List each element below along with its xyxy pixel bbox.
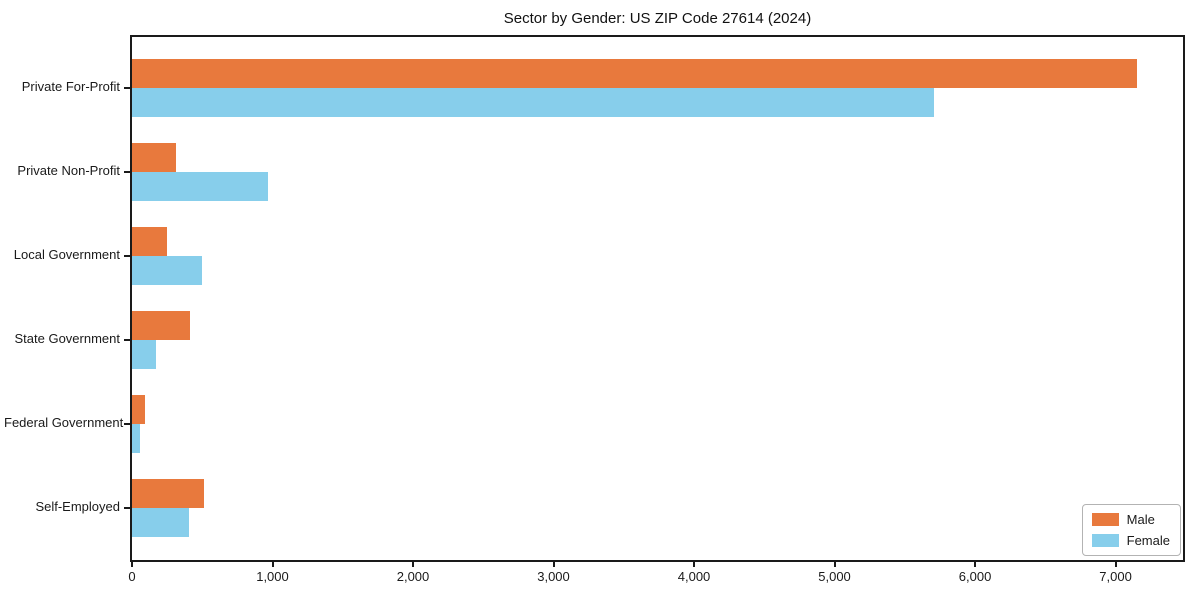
x-tick-label-0: 0 <box>128 569 136 584</box>
legend-entry-female: Female <box>1091 533 1170 548</box>
bar-female-local-government <box>132 255 203 285</box>
legend-swatch-male <box>1091 513 1119 526</box>
y-tick-local-government <box>124 254 130 257</box>
bar-male-self-employed <box>132 478 204 508</box>
x-tick-label-2000: 2,000 <box>396 569 430 584</box>
x-tick-7000 <box>1114 562 1117 567</box>
x-tick-0 <box>131 562 133 567</box>
x-tick-2000 <box>412 562 415 567</box>
chart-title: Sector by Gender: US ZIP Code 27614 (202… <box>503 10 812 27</box>
y-tick-self-employed <box>124 506 130 509</box>
bar-female-private-for-profit <box>132 87 935 117</box>
x-tick-label-7000: 7,000 <box>1099 569 1132 584</box>
x-tick-1000 <box>271 562 274 567</box>
bar-female-state-government <box>132 339 156 369</box>
x-tick-label-3000: 3,000 <box>537 569 570 584</box>
bar-female-federal-government <box>132 423 140 453</box>
x-tick-label-4000: 4,000 <box>677 569 711 584</box>
y-tick-state-government <box>124 338 130 341</box>
legend: Male Female <box>1081 504 1181 556</box>
category-label-private-for-profit: Private For-Profit <box>21 78 120 94</box>
y-tick-federal-government <box>124 422 130 425</box>
legend-label-male: Male <box>1126 512 1155 527</box>
x-tick-6000 <box>974 562 977 567</box>
bar-female-private-non-profit <box>132 171 269 201</box>
x-tick-label-1000: 1,000 <box>256 569 289 584</box>
bar-male-federal-government <box>132 394 146 424</box>
category-label-federal-government: Federal Government <box>4 414 124 430</box>
legend-entry-male: Male <box>1091 512 1170 527</box>
category-label-private-non-profit: Private Non-Profit <box>17 162 120 178</box>
y-tick-private-non-profit <box>124 170 130 173</box>
x-tick-3000 <box>552 562 555 567</box>
bar-male-state-government <box>132 310 190 340</box>
plot-area: Private For-Profit Private Non-Profit Loca… <box>4 35 1185 584</box>
bar-male-local-government <box>132 226 168 256</box>
x-tick-label-5000: 5,000 <box>818 569 851 584</box>
legend-swatch-female <box>1091 534 1119 547</box>
category-label-self-employed: Self-Employed <box>35 498 120 514</box>
category-label-local-government: Local Government <box>13 246 120 262</box>
y-tick-private-for-profit <box>124 86 130 89</box>
x-tick-5000 <box>833 562 836 567</box>
legend-label-female: Female <box>1126 533 1170 548</box>
category-label-state-government: State Government <box>14 330 121 346</box>
bar-female-self-employed <box>132 507 189 537</box>
bar-male-private-non-profit <box>132 142 176 172</box>
bar-male-private-for-profit <box>132 58 1137 88</box>
x-tick-label-6000: 6,000 <box>958 569 992 584</box>
x-tick-4000 <box>693 562 696 567</box>
